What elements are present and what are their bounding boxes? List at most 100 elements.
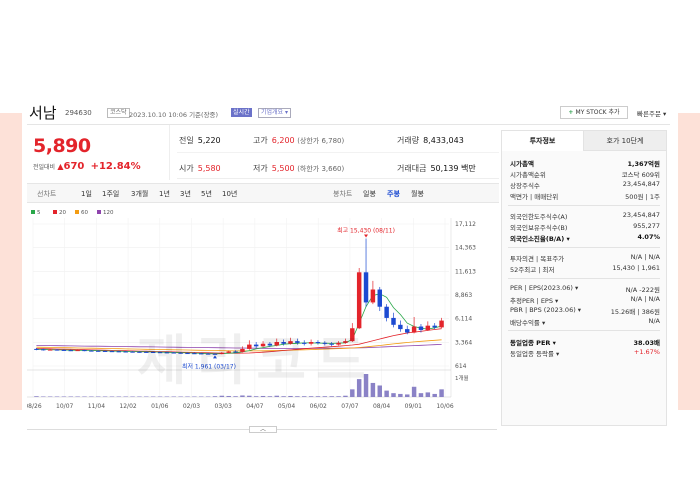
candle-body (439, 320, 444, 328)
collapse-handle[interactable]: ︿ (249, 426, 277, 433)
candle-body (185, 353, 190, 355)
period-3m[interactable]: 3개월 (131, 190, 149, 198)
volume-bar (336, 396, 341, 397)
period-5y[interactable]: 5년 (201, 190, 212, 198)
info-row-label[interactable]: PER | EPS(2023.06) ▾ (510, 284, 579, 292)
candle-body (411, 326, 417, 333)
volume-bar (267, 396, 273, 397)
candle-body (274, 342, 279, 346)
volume-bar (391, 393, 396, 397)
chart-period-toolbar: 선차트 1일 1주일 3개월 1년 3년 5년 10년 봉차트 일봉 주봉 월봉 (27, 183, 499, 203)
x-tick-label: 08/26 (27, 403, 42, 410)
tab-orderbook-10[interactable]: 호가 10단계 (584, 131, 666, 151)
price-stats: 전일 5,220 고가 6,200 (상한가 6,780) 거래량 8,433,043… (177, 125, 499, 180)
candle-body (233, 351, 238, 353)
stats-divider (177, 178, 499, 179)
info-row-label[interactable]: 동일업종 등락률 ▾ (510, 350, 560, 358)
info-row: 동일업종 등락률 ▾ +1.67% (510, 348, 660, 359)
stock-panel: 서남 294630 코스닥 2023.10.10 10:06 기준(장중) 실시… (24, 100, 670, 430)
stat-open-value: 5,580 (197, 164, 221, 173)
volume-bar (130, 396, 135, 397)
volume-bar (274, 395, 279, 397)
period-1d[interactable]: 1일 (81, 190, 92, 198)
info-row-value: 15,430 | 1,961 (612, 264, 660, 272)
volume-bar (439, 389, 444, 397)
candle-body (123, 351, 128, 353)
volume-bar (178, 396, 183, 397)
volume-bar (384, 390, 389, 397)
price-chart[interactable]: 5 20 60 120 17,112 14,363 11,613 8,863 6,114 3,36… (24, 206, 499, 426)
quick-order-button[interactable]: 빠른주문 ▾ (637, 110, 667, 118)
info-row-value: 코스닥 609위 (621, 171, 660, 179)
candle-body (253, 344, 259, 347)
candle-body (267, 343, 273, 346)
info-row-label: 상장주식수 (510, 182, 540, 190)
info-row-label: 시가총액 (510, 160, 534, 168)
info-row-label[interactable]: 외국인소진율(B/A) ▾ (510, 235, 570, 243)
period-3y[interactable]: 3년 (180, 190, 191, 198)
candle-body (432, 325, 437, 328)
candle-body (350, 328, 355, 342)
legend-swatch (53, 210, 57, 214)
candle-body (295, 341, 300, 343)
candle-body (205, 353, 211, 355)
y-tick-label: 17,112 (455, 221, 476, 228)
candle-monthly[interactable]: 월봉 (411, 190, 424, 198)
candle-weekly[interactable]: 주봉 (387, 190, 400, 198)
x-tick-label: 06/02 (310, 403, 327, 410)
legend-label: 5 (37, 210, 41, 216)
price-chart-svg[interactable]: 5 20 60 120 17,112 14,363 11,613 8,863 6,114 3,36… (24, 206, 499, 426)
info-row: 52주최고 | 최저 15,430 | 1,961 (510, 264, 660, 275)
stat-low-value: 5,500 (271, 164, 295, 173)
period-10y[interactable]: 10년 (222, 190, 238, 198)
company-overview-button[interactable]: 기업개요 ▾ (258, 108, 291, 118)
candle-body (178, 352, 183, 354)
price-change: 전일대비 ▲670 +12.84% (33, 161, 141, 172)
volume-bar (247, 395, 252, 397)
timestamp: 2023.10.10 10:06 기준(장중) (129, 111, 219, 119)
volume-bar (185, 396, 190, 397)
tab-investment-info[interactable]: 투자정보 (502, 131, 584, 151)
volume-bar (329, 396, 334, 397)
candle-daily[interactable]: 일봉 (363, 190, 376, 198)
stock-name[interactable]: 서남 (29, 104, 57, 122)
info-row: 추정PER | EPS ▾ N/A | N/A (510, 295, 660, 306)
candle-body (336, 342, 341, 345)
info-row-label[interactable]: 동일업종 PER ▾ (510, 339, 556, 347)
candle-body (164, 352, 170, 354)
candle-body (425, 325, 431, 330)
volume-bar (253, 396, 259, 397)
period-1y[interactable]: 1년 (159, 190, 170, 198)
volume-bar (212, 396, 218, 397)
realtime-badge[interactable]: 실시간 (231, 108, 252, 117)
add-mystock-button[interactable]: + MY STOCK 추가 (560, 106, 628, 119)
candle-body (150, 352, 156, 354)
candle-body (130, 351, 135, 353)
change-amount: 670 (63, 161, 85, 172)
candle-body (34, 348, 39, 350)
volume-bar (343, 395, 348, 397)
candle-body (96, 350, 101, 352)
x-tick-label: 03/03 (215, 403, 232, 410)
info-row: 시가총액 1,367억원 (510, 158, 660, 169)
line-chart-tab[interactable]: 선차트 (37, 190, 57, 198)
candle-body (240, 348, 245, 352)
info-row-label[interactable]: PBR | BPS (2023.06) ▾ (510, 306, 582, 314)
info-row: 동일업종 PER ▾ 38.03배 (510, 337, 660, 348)
volume-bar (405, 394, 410, 397)
info-row: 외국인한도주식수(A) 23,454,847 (510, 211, 660, 222)
info-row-label[interactable]: 배당수익률 ▾ (510, 319, 546, 327)
candle-body (68, 350, 73, 352)
volume-bar (219, 395, 225, 397)
volume-bar (240, 395, 245, 397)
volume-bar (171, 396, 176, 397)
info-row: 투자의견 | 목표주가 N/A | N/A (510, 253, 660, 264)
info-row-label[interactable]: 추정PER | EPS ▾ (510, 297, 559, 305)
candle-body (89, 350, 94, 352)
candle-body (61, 349, 67, 351)
x-tick-label: 05/04 (278, 403, 295, 410)
candle-chart-tab[interactable]: 봉차트 (333, 190, 353, 198)
period-1w[interactable]: 1주일 (102, 190, 120, 198)
stat-prev-label: 전일 (179, 136, 194, 145)
stat-prev-value: 5,220 (197, 136, 221, 145)
